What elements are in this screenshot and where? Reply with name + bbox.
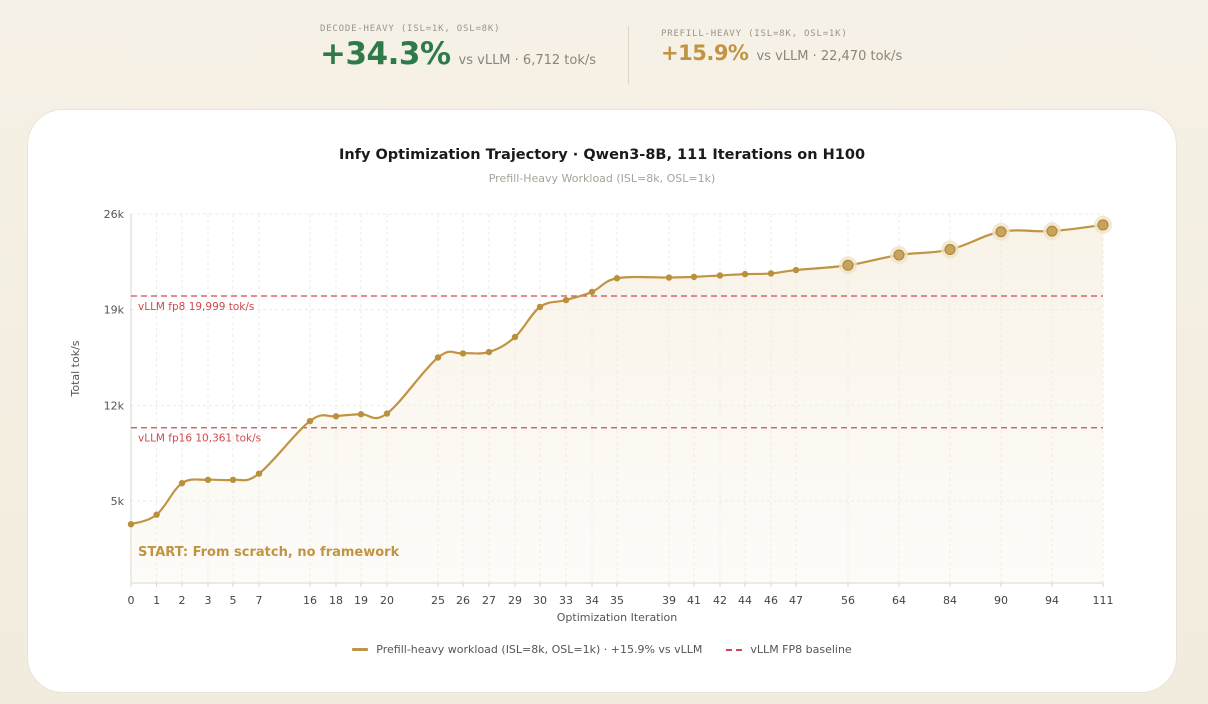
data-point xyxy=(741,270,749,278)
x-tick-label: 25 xyxy=(431,594,445,607)
data-point xyxy=(511,333,519,341)
x-tick-label: 18 xyxy=(329,594,343,607)
chart-card: Infy Optimization Trajectory · Qwen3-8B,… xyxy=(27,109,1177,693)
baseline-label: vLLM fp16 10,361 tok/s xyxy=(138,433,261,445)
x-tick-label: 42 xyxy=(713,594,727,607)
x-tick-label: 41 xyxy=(687,594,701,607)
legend-label: vLLM FP8 baseline xyxy=(750,643,852,656)
x-tick-label: 46 xyxy=(764,594,778,607)
x-tick-label: 90 xyxy=(994,594,1008,607)
y-tick-label: 26k xyxy=(104,208,125,221)
x-tick-label: 7 xyxy=(256,594,263,607)
data-point xyxy=(306,417,314,425)
stat-label: DECODE-HEAVY (ISL=1K, OSL=8K) xyxy=(320,24,501,34)
chart-legend: Prefill-heavy workload (ISL=8k, OSL=1k) … xyxy=(28,643,1176,656)
x-tick-label: 30 xyxy=(533,594,547,607)
data-point xyxy=(383,410,391,417)
data-point xyxy=(690,273,698,281)
x-tick-label: 20 xyxy=(380,594,394,607)
x-tick-label: 0 xyxy=(128,594,135,607)
x-tick-label: 19 xyxy=(354,594,368,607)
legend-item-baseline[interactable]: vLLM FP8 baseline xyxy=(726,643,852,656)
x-tick-label: 44 xyxy=(738,594,752,607)
baseline-label: vLLM fp8 19,999 tok/s xyxy=(138,301,254,313)
series-area xyxy=(131,224,1103,583)
stat-value: +15.9% xyxy=(661,41,749,65)
stat-sub: vs vLLM · 22,470 tok/s xyxy=(756,49,903,64)
legend-line-swatch xyxy=(352,648,369,651)
data-point xyxy=(459,350,467,357)
x-tick-label: 35 xyxy=(610,594,624,607)
data-point xyxy=(842,259,854,271)
start-annotation: START: From scratch, no framework xyxy=(138,545,400,560)
prefill-heavy-stat: PREFILL-HEAVY (ISL=8K, OSL=1K) +15.9% vs… xyxy=(661,24,902,84)
decode-heavy-stat: DECODE-HEAVY (ISL=1K, OSL=8K) +34.3% vs … xyxy=(320,24,596,84)
x-tick-label: 34 xyxy=(585,594,599,607)
legend-label: Prefill-heavy workload (ISL=8k, OSL=1k) … xyxy=(376,643,703,656)
x-tick-label: 16 xyxy=(303,594,317,607)
x-tick-label: 29 xyxy=(508,594,522,607)
x-tick-label: 47 xyxy=(789,594,803,607)
data-point xyxy=(536,303,544,311)
data-point xyxy=(995,226,1007,238)
stat-label: PREFILL-HEAVY (ISL=8K, OSL=1K) xyxy=(661,29,848,39)
x-tick-label: 94 xyxy=(1045,594,1059,607)
y-tick-label: 12k xyxy=(104,399,125,412)
data-point xyxy=(792,266,800,274)
y-axis-label: Total tok/s xyxy=(69,340,82,397)
stat-row: +15.9% vs vLLM · 22,470 tok/s xyxy=(661,41,902,65)
data-point xyxy=(767,270,775,277)
x-tick-label: 1 xyxy=(153,594,160,607)
data-point xyxy=(1046,225,1058,237)
data-point xyxy=(127,521,135,528)
stat-sub: vs vLLM · 6,712 tok/s xyxy=(458,53,597,68)
x-tick-label: 111 xyxy=(1093,594,1114,607)
stats-header: DECODE-HEAVY (ISL=1K, OSL=8K) +34.3% vs … xyxy=(320,24,902,84)
data-point xyxy=(153,511,160,518)
data-point xyxy=(357,411,365,418)
data-point xyxy=(204,476,212,484)
stat-row: +34.3% vs vLLM · 6,712 tok/s xyxy=(320,36,596,72)
legend-dash-swatch xyxy=(726,648,743,651)
line-chart: 26k 19k 12k 5k vLLM fp8 19,999 tok/s vLLM fp1… xyxy=(69,208,1114,624)
data-point xyxy=(229,476,237,484)
x-tick-label: 84 xyxy=(943,594,957,607)
data-point xyxy=(944,244,956,256)
chart-subtitle: Prefill-Heavy Workload (ISL=8k, OSL=1k) xyxy=(488,172,716,185)
x-tick-label: 64 xyxy=(892,594,906,607)
data-point xyxy=(332,413,340,420)
x-tick-label: 33 xyxy=(559,594,573,607)
x-tick-label: 56 xyxy=(841,594,855,607)
x-tick-label: 26 xyxy=(456,594,470,607)
data-point xyxy=(1097,219,1109,231)
x-tick-label: 27 xyxy=(482,594,496,607)
x-tick-label: 2 xyxy=(179,594,186,607)
x-tick-label: 5 xyxy=(230,594,237,607)
data-point xyxy=(893,249,905,261)
x-tick-label: 39 xyxy=(662,594,676,607)
stats-divider xyxy=(628,26,630,84)
x-axis-label: Optimization Iteration xyxy=(557,611,678,624)
data-point xyxy=(665,274,673,281)
data-point xyxy=(255,470,263,477)
x-tick-label: 3 xyxy=(205,594,212,607)
data-point xyxy=(178,480,186,487)
data-point xyxy=(716,272,724,279)
stat-value: +34.3% xyxy=(320,36,451,72)
y-tick-label: 19k xyxy=(104,304,125,317)
data-point xyxy=(588,288,596,296)
chart-title: Infy Optimization Trajectory · Qwen3-8B,… xyxy=(338,147,866,163)
y-tick-label: 5k xyxy=(111,495,125,508)
data-point xyxy=(613,275,621,282)
data-point xyxy=(562,296,570,304)
data-point xyxy=(434,354,442,361)
data-point xyxy=(485,348,493,356)
legend-item-series[interactable]: Prefill-heavy workload (ISL=8k, OSL=1k) … xyxy=(352,643,702,656)
